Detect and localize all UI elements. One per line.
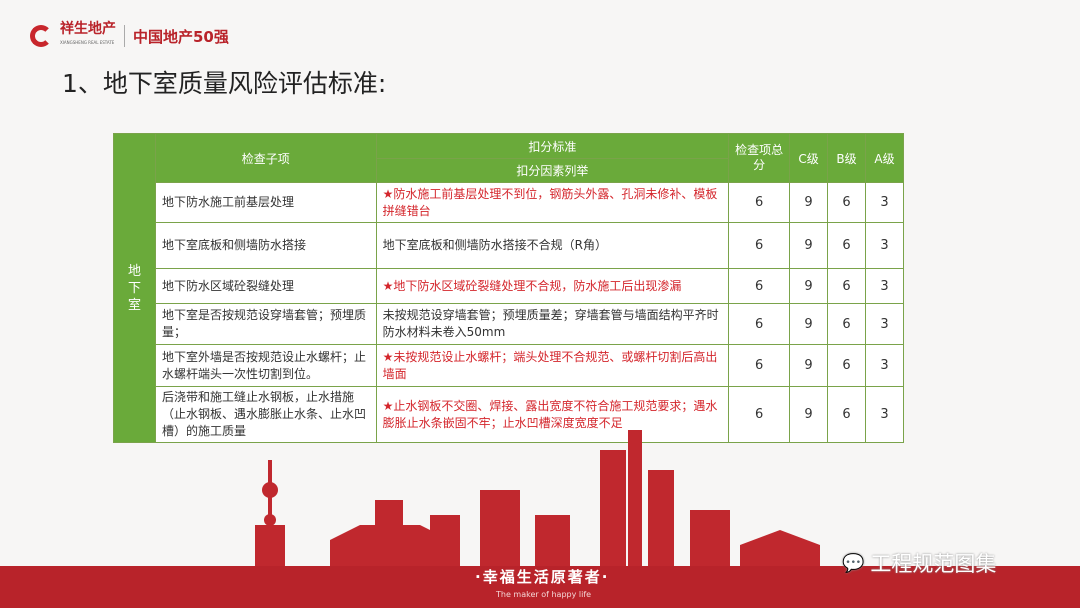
table-row: 地下室是否按规范设穿墙套管；预埋质量； 未按规范设穿墙套管；预埋质量差；穿墙套管… bbox=[114, 303, 904, 345]
a-cell: 3 bbox=[865, 344, 904, 387]
item-cell: 地下室是否按规范设穿墙套管；预埋质量； bbox=[154, 303, 377, 345]
header-c: C级 bbox=[789, 133, 829, 183]
c-cell: 9 bbox=[789, 182, 829, 223]
brand-name: 祥生地产 XIANGSHENG REAL ESTATE bbox=[60, 21, 116, 45]
a-cell: 3 bbox=[865, 268, 904, 304]
b-cell: 6 bbox=[827, 386, 866, 443]
item-cell: 地下室外墙是否按规范设止水螺杆；止水螺杆端头一次性切割到位。 bbox=[154, 344, 377, 387]
city-skyline bbox=[255, 430, 820, 570]
slogan-en: The maker of happy life bbox=[496, 590, 592, 599]
item-cell: 后浇带和施工缝止水钢板，止水措施（止水钢板、遇水膨胀止水条、止水凹槽）的施工质量 bbox=[154, 386, 377, 443]
b-cell: 6 bbox=[827, 268, 866, 304]
a-cell: 3 bbox=[865, 303, 904, 345]
table-row: 地下防水施工前基层处理 ★防水施工前基层处理不到位，钢筋头外露、孔洞未修补、模板… bbox=[114, 182, 904, 223]
category-cell: 地下室 bbox=[113, 133, 156, 443]
a-cell: 3 bbox=[865, 182, 904, 223]
logo-mark-icon bbox=[30, 25, 52, 47]
page-title: 1、地下室质量风险评估标准: bbox=[62, 69, 387, 98]
footer-band bbox=[0, 566, 1080, 608]
risk-table: 地下室 检查子项 扣分标准 检查项总分 C级 B级 A级 扣分因素列举 地下防水… bbox=[113, 133, 904, 443]
c-cell: 9 bbox=[789, 386, 829, 443]
factor-cell: ★止水钢板不交圈、焊接、露出宽度不符合施工规范要求；遇水膨胀止水条嵌固不牢；止水… bbox=[375, 386, 730, 443]
rank-label: 中国地产50强 bbox=[133, 27, 229, 46]
header-a: A级 bbox=[865, 133, 904, 183]
b-cell: 6 bbox=[827, 303, 866, 345]
table-row: 地下防水区域砼裂缝处理 ★地下防水区域砼裂缝处理不合规，防水施工后出现渗漏 6 … bbox=[114, 268, 904, 304]
table-row: 地下室底板和侧墙防水搭接 地下室底板和侧墙防水搭接不合规（R角） 6 9 6 3 bbox=[114, 222, 904, 269]
wechat-icon: 💬 bbox=[842, 552, 865, 574]
b-cell: 6 bbox=[827, 222, 866, 269]
total-cell: 6 bbox=[728, 222, 791, 269]
c-cell: 9 bbox=[789, 268, 829, 304]
header-b: B级 bbox=[827, 133, 866, 183]
total-cell: 6 bbox=[728, 344, 791, 387]
header-factors: 扣分因素列举 bbox=[375, 158, 730, 183]
factor-cell: ★未按规范设止水螺杆；端头处理不合规范、或螺杆切割后高出墙面 bbox=[375, 344, 730, 387]
item-cell: 地下防水区域砼裂缝处理 bbox=[154, 268, 377, 304]
watermark: 💬 工程规范图集 bbox=[842, 552, 997, 576]
divider bbox=[124, 25, 125, 47]
factor-cell: 地下室底板和侧墙防水搭接不合规（R角） bbox=[375, 222, 730, 269]
total-cell: 6 bbox=[728, 182, 791, 223]
header-total: 检查项总分 bbox=[728, 133, 791, 183]
item-cell: 地下室底板和侧墙防水搭接 bbox=[154, 222, 377, 269]
table-row: 地下室外墙是否按规范设止水螺杆；止水螺杆端头一次性切割到位。 ★未按规范设止水螺… bbox=[114, 344, 904, 387]
company-logo: 祥生地产 XIANGSHENG REAL ESTATE 中国地产50强 bbox=[30, 22, 229, 50]
total-cell: 6 bbox=[728, 303, 791, 345]
a-cell: 3 bbox=[865, 386, 904, 443]
header-item: 检查子项 bbox=[154, 133, 377, 183]
a-cell: 3 bbox=[865, 222, 904, 269]
factor-cell: 未按规范设穿墙套管；预埋质量差；穿墙套管与墙面结构平齐时防水材料未卷入50mm bbox=[375, 303, 730, 345]
item-cell: 地下防水施工前基层处理 bbox=[154, 182, 377, 223]
header-standard: 扣分标准 bbox=[375, 133, 730, 159]
table-row: 后浇带和施工缝止水钢板，止水措施（止水钢板、遇水膨胀止水条、止水凹槽）的施工质量… bbox=[114, 386, 904, 443]
slogan: ·幸福生活原著者· bbox=[475, 568, 610, 586]
c-cell: 9 bbox=[789, 222, 829, 269]
c-cell: 9 bbox=[789, 344, 829, 387]
b-cell: 6 bbox=[827, 182, 866, 223]
factor-cell: ★地下防水区域砼裂缝处理不合规，防水施工后出现渗漏 bbox=[375, 268, 730, 304]
factor-cell: ★防水施工前基层处理不到位，钢筋头外露、孔洞未修补、模板拼缝错台 bbox=[375, 182, 730, 223]
c-cell: 9 bbox=[789, 303, 829, 345]
b-cell: 6 bbox=[827, 344, 866, 387]
total-cell: 6 bbox=[728, 268, 791, 304]
